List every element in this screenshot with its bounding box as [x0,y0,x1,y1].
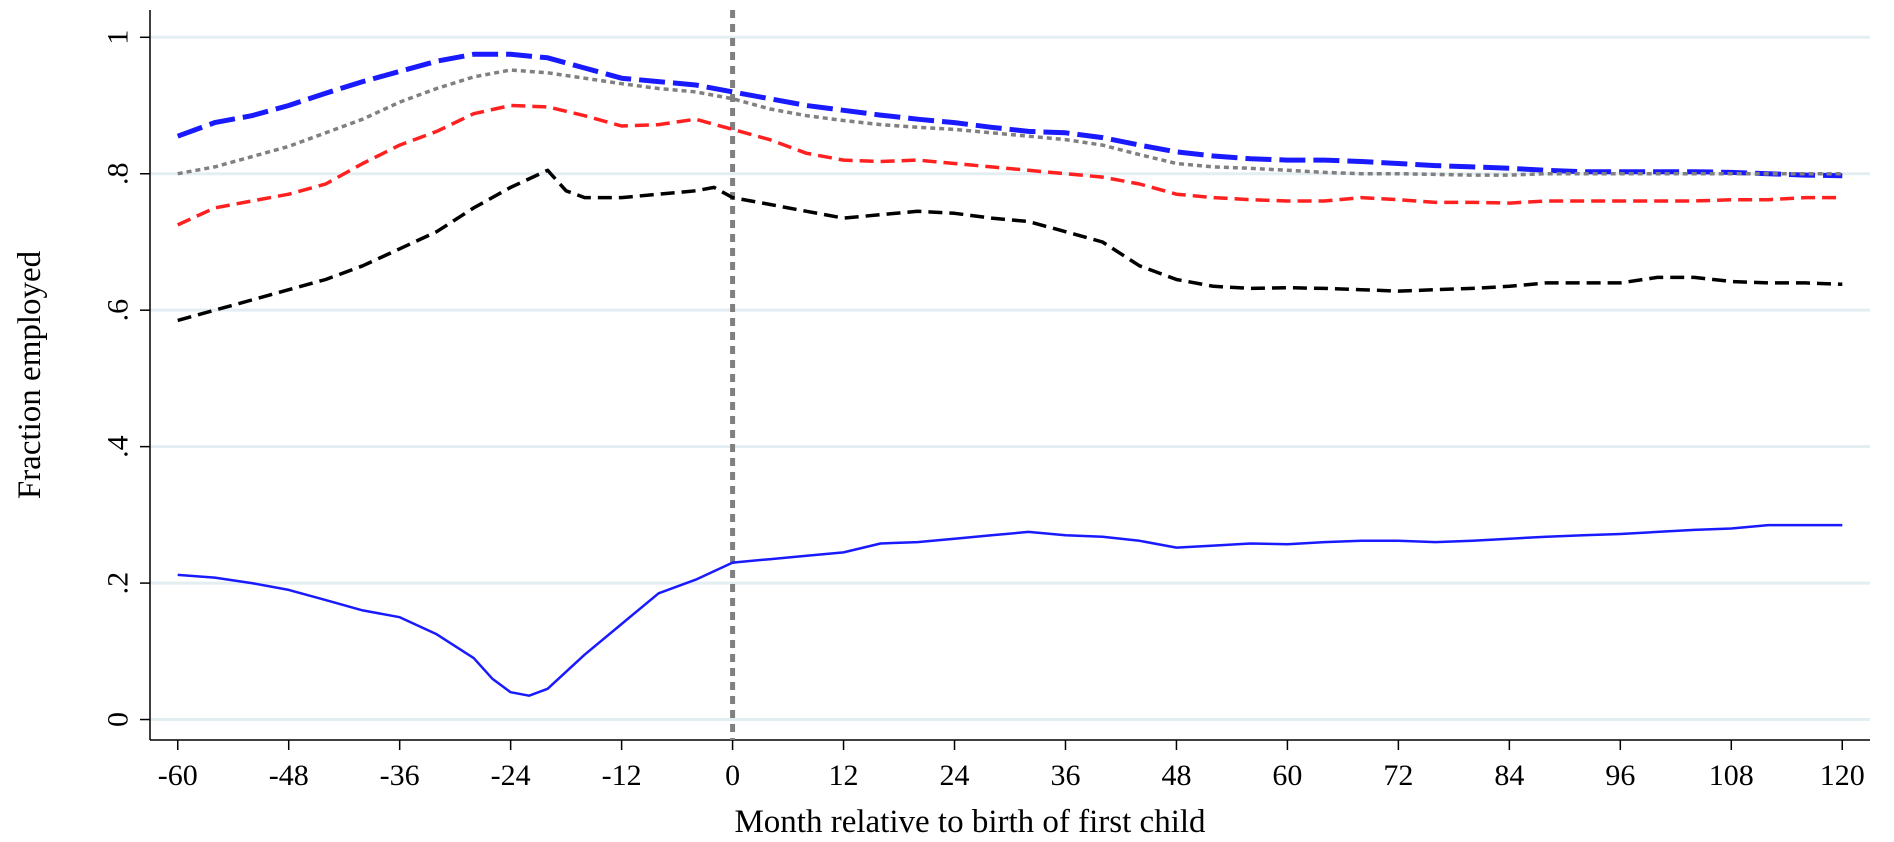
y-tick-label: 1 [102,30,135,45]
x-tick-label: 12 [829,759,859,792]
series [176,51,1843,697]
gridlines [150,35,1870,722]
y-tick-label: .8 [102,162,135,185]
x-tick-label: 0 [725,759,740,792]
series-line-3 [176,103,1843,227]
x-tick-label: -12 [602,759,642,792]
x-tick-label: 60 [1272,759,1302,792]
y-tick-label: .2 [102,572,135,595]
x-tick-label: 84 [1494,759,1524,792]
x-tick-label: -48 [269,759,309,792]
x-tick-label: -36 [380,759,420,792]
series-line-4 [177,168,1843,323]
x-tick-label: 96 [1605,759,1635,792]
y-tick-label: .4 [102,435,135,458]
series-line-2 [177,68,1843,177]
x-tick-label: -60 [158,759,198,792]
ticks: 0 .2 .4 .6 .8 1 -60 -48 -36 -24 -12 0 12 24 36 48 60 72 84… [102,30,1865,792]
y-tick-label: .6 [102,299,135,322]
series-line-5 [177,523,1843,697]
x-tick-label: 36 [1050,759,1080,792]
x-tick-label: -24 [491,759,531,792]
y-tick-label: 0 [102,712,135,727]
axes [149,10,1870,741]
x-axis-title: Month relative to birth of first child [734,804,1206,840]
x-tick-label: 24 [940,759,970,792]
x-tick-label: 108 [1709,759,1754,792]
y-axis-title: Fraction employed [12,250,48,499]
x-tick-label: 72 [1383,759,1413,792]
x-tick-label: 120 [1820,759,1865,792]
x-tick-label: 48 [1161,759,1191,792]
series-line-1 [176,51,1843,179]
